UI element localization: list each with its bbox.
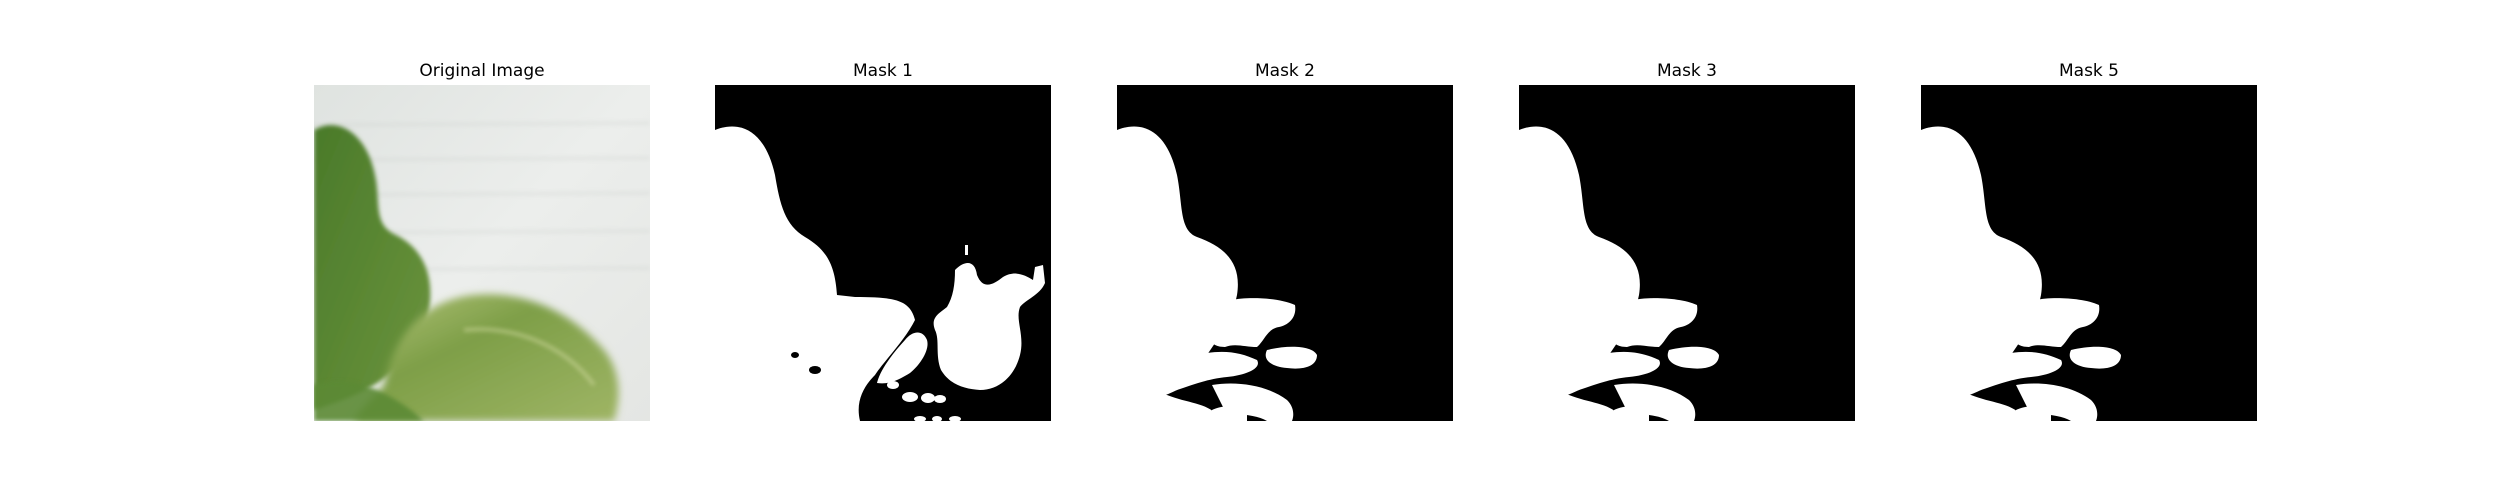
panel-title-mask-3: Mask 3 (1656, 61, 1717, 81)
panel-title-mask-2: Mask 2 (1254, 61, 1315, 81)
mask-1-image (715, 85, 1051, 421)
mask-3-image (1519, 85, 1855, 421)
panel-title-mask-1: Mask 1 (852, 61, 913, 81)
mask-2-image (1117, 85, 1453, 421)
panel-title-original: Original Image (419, 61, 545, 81)
original-image (314, 85, 650, 421)
panel-title-mask-5: Mask 5 (2058, 61, 2119, 81)
mask-5-image (1921, 85, 2257, 421)
